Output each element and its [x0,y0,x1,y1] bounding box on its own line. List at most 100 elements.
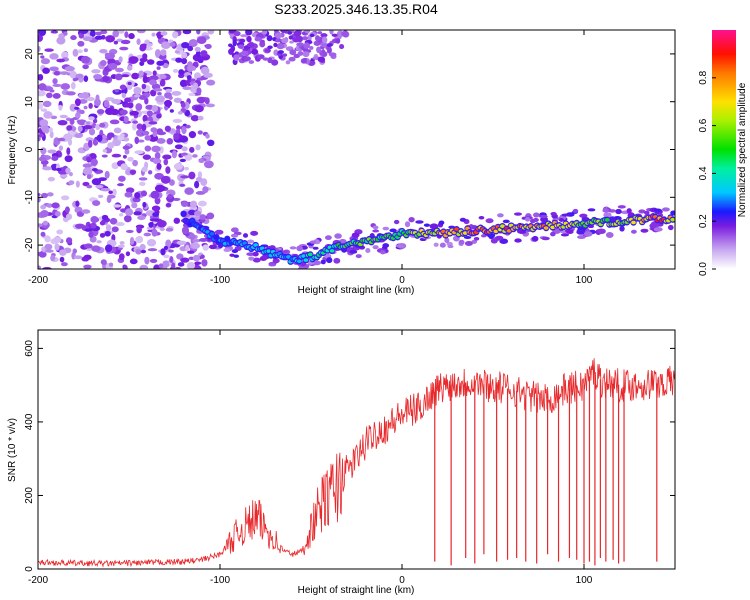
noise-cell [173,132,180,140]
noise-cell [198,158,205,164]
noise-cell [119,84,127,90]
noise-cell [64,65,75,72]
noise-cell [196,87,202,95]
noise-cell [124,97,132,103]
noise-cell [49,53,59,60]
noise-cell [271,59,279,66]
noise-cell [160,49,167,56]
ridge-halo-cell [389,228,397,233]
noise-cell [99,232,106,238]
noise-cell [70,82,76,90]
noise-cell [129,169,137,175]
ridge-core-cell [604,218,610,222]
noise-cell [178,69,185,76]
noise-cell [202,244,209,251]
ridge-halo-cell [459,217,467,222]
noise-cell [112,188,117,196]
noise-cell [152,212,160,217]
ridge-halo-cell [229,253,235,257]
noise-cell [205,43,212,50]
noise-cell [121,92,127,99]
ridge-halo-cell [382,226,390,231]
noise-cell [118,253,125,261]
ridge-core-cell [253,243,259,247]
ridge-halo-cell [326,257,333,264]
noise-cell [166,138,174,145]
ridge-halo-cell [312,246,319,250]
noise-cell [82,36,93,42]
noise-cell [189,146,195,153]
noise-cell [115,67,124,73]
noise-cell [180,175,190,179]
noise-cell [262,30,268,35]
noise-cell [83,264,92,269]
noise-cell [78,32,85,39]
ridge-halo-cell [446,241,453,247]
noise-cell [79,30,89,35]
noise-cell [165,88,173,93]
noise-cell [85,96,95,102]
noise-cell [317,56,326,63]
noise-cell [243,56,251,62]
ridge-halo-cell [626,208,632,214]
noise-cell [88,128,96,136]
ridge-halo-cell [309,240,317,244]
noise-cell [181,152,188,156]
noise-cell [119,46,129,51]
spectrogram-cells [38,30,675,269]
noise-cell [126,65,133,71]
noise-cell [173,217,181,224]
ridge-halo-cell [231,249,239,254]
noise-cell [327,49,332,54]
ridge-halo-cell [605,232,614,238]
noise-cell [113,204,122,208]
ridge-core-cell [500,224,505,228]
noise-cell [153,264,161,269]
noise-cell [142,154,151,160]
noise-cell [59,71,69,75]
noise-cell [190,242,201,250]
noise-cell [206,212,215,220]
ridge-halo-cell [473,236,480,241]
noise-cell [181,41,190,49]
noise-cell [123,265,128,269]
x-tick-label: 0 [399,575,405,586]
noise-cell [125,251,131,257]
noise-cell [120,163,128,171]
noise-cell [165,166,171,174]
ridge-halo-cell [531,235,539,242]
noise-cell [187,45,194,52]
ridge-halo-cell [188,233,196,240]
noise-cell [274,32,282,39]
noise-cell [96,134,103,142]
noise-cell [38,223,43,228]
noise-cell [196,36,207,45]
noise-cell [83,124,93,130]
noise-cell [309,45,314,50]
noise-cell [40,108,48,112]
ridge-halo-cell [223,248,231,253]
noise-cell [86,156,91,162]
noise-cell [139,243,146,251]
noise-cell [120,39,131,45]
noise-cell [69,103,77,112]
noise-cell [148,121,158,125]
noise-cell [57,137,66,142]
ridge-halo-cell [365,247,371,254]
noise-cell [200,66,210,75]
ridge-halo-cell [208,244,217,250]
noise-cell [104,244,113,253]
ridge-halo-cell [550,231,556,237]
ridge-halo-cell [252,257,261,263]
noise-cell [163,158,169,166]
ridge-halo-cell [382,243,390,248]
noise-cell [77,125,83,132]
snr-y-label: SNR (10 * v/v) [7,418,18,482]
noise-cell [156,128,163,135]
ridge-halo-cell [415,220,424,224]
noise-cell [75,180,80,188]
noise-cell [186,75,192,80]
y-tick-label: 20 [24,48,35,60]
noise-cell [123,215,132,223]
noise-cell [76,119,84,123]
